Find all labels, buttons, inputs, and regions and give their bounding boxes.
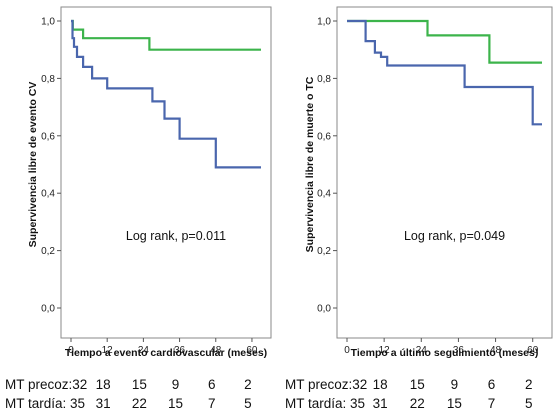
risk-row-label: MT tardía: 35 bbox=[5, 396, 86, 411]
log-rank-annotation: Log rank, p=0.049 bbox=[404, 229, 505, 243]
risk-cell: 15 bbox=[168, 396, 184, 411]
risk-cell: 15 bbox=[409, 377, 425, 392]
x-tick-label: 60 bbox=[246, 345, 258, 356]
x-tick-label: 48 bbox=[490, 345, 502, 356]
x-tick-label: 36 bbox=[174, 345, 186, 356]
risk-cell: 6 bbox=[207, 377, 216, 392]
risk-cell: 5 bbox=[244, 396, 252, 411]
x-tick-label: 0 bbox=[344, 345, 350, 356]
log-rank-annotation: Log rank, p=0.011 bbox=[126, 229, 226, 243]
x-tick-label: 24 bbox=[416, 345, 428, 356]
risk-cell: 2 bbox=[524, 377, 533, 392]
x-tick-label: 60 bbox=[527, 345, 539, 356]
y-tick-label: 0,2 bbox=[317, 246, 331, 257]
risk-row-label: MT tardía: 35 bbox=[285, 396, 366, 411]
risk-cell: 18 bbox=[372, 377, 388, 392]
y-tick-label: 0,8 bbox=[41, 74, 55, 85]
risk-cell: 22 bbox=[409, 396, 425, 411]
y-tick-label: 0,6 bbox=[317, 131, 331, 142]
y-tick-label: 0,8 bbox=[317, 74, 331, 85]
risk-cell: 18 bbox=[95, 377, 111, 392]
x-tick-label: 12 bbox=[102, 345, 114, 356]
risk-cell: 7 bbox=[207, 396, 216, 411]
plot-frame bbox=[336, 6, 553, 339]
x-tick-label: 36 bbox=[453, 345, 465, 356]
risk-cell: 6 bbox=[487, 377, 496, 392]
x-axis-title: Tiempo a evento cardiovascular (meses) bbox=[65, 347, 267, 359]
risk-row-label: MT precoz:32 bbox=[285, 377, 368, 392]
x-tick-label: 0 bbox=[68, 345, 74, 356]
risk-cell: 15 bbox=[446, 396, 462, 411]
y-tick-label: 0,6 bbox=[41, 131, 55, 142]
risk-cell: 9 bbox=[450, 377, 459, 392]
y-tick-label: 0,4 bbox=[41, 189, 55, 200]
y-tick-label: 1,0 bbox=[41, 17, 55, 28]
risk-cell: 31 bbox=[372, 396, 388, 411]
x-tick-label: 48 bbox=[210, 345, 222, 356]
x-axis-title: Tiempo a último seguimiento (meses) bbox=[351, 347, 539, 359]
y-axis-title: Supervivencia libre de evento CV bbox=[27, 82, 39, 248]
risk-cell: 5 bbox=[524, 396, 533, 411]
risk-cell: 7 bbox=[487, 396, 496, 411]
survival-curve-blue bbox=[71, 19, 261, 169]
y-tick-label: 0,4 bbox=[317, 189, 331, 200]
x-tick-label: 12 bbox=[379, 345, 391, 356]
risk-cell: 2 bbox=[244, 377, 252, 392]
plot-frame bbox=[60, 6, 272, 339]
y-axis-title: Supervivencia libre de muerte o TC bbox=[304, 76, 316, 252]
y-tick-label: 0,0 bbox=[317, 304, 331, 315]
risk-cell: 9 bbox=[171, 377, 180, 392]
risk-row-label: MT precoz:32 bbox=[5, 377, 88, 392]
risk-cell: 31 bbox=[95, 396, 111, 411]
x-tick-label: 24 bbox=[138, 345, 150, 356]
risk-cell: 22 bbox=[131, 396, 147, 411]
y-tick-label: 1,0 bbox=[317, 17, 331, 28]
risk-cell: 15 bbox=[131, 377, 147, 392]
survival-curve-blue bbox=[347, 19, 542, 126]
y-tick-label: 0,0 bbox=[41, 304, 55, 315]
y-tick-label: 0,2 bbox=[41, 246, 55, 257]
survival-curve-green bbox=[347, 19, 542, 64]
